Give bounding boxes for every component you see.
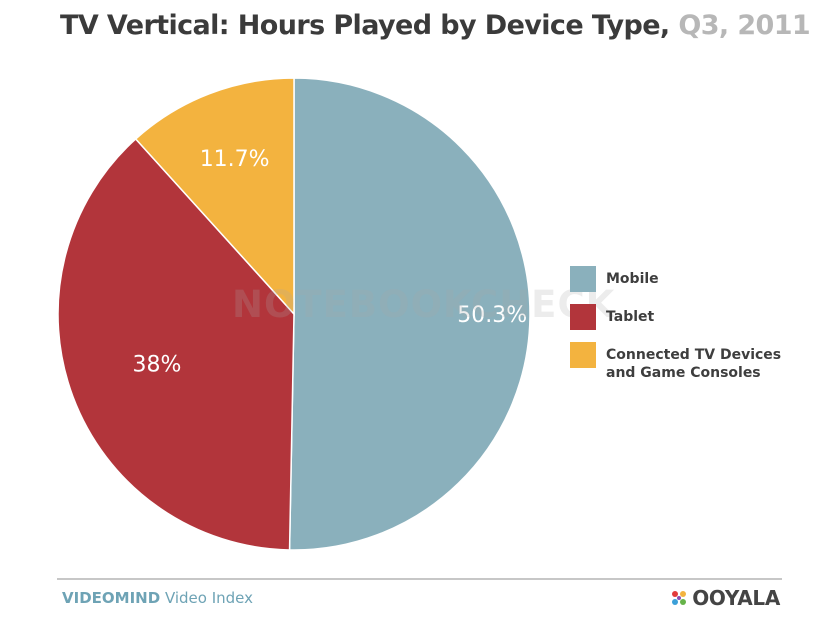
legend-item-mobile: Mobile xyxy=(570,266,796,292)
slice-label-tablet: 38% xyxy=(133,352,182,377)
legend-swatch-connected-tv xyxy=(570,342,596,368)
ooyala-logo: OOYALA xyxy=(670,586,780,610)
legend-item-tablet: Tablet xyxy=(570,304,796,330)
ooyala-logo-text: OOYALA xyxy=(692,586,780,610)
legend-swatch-mobile xyxy=(570,266,596,292)
watermark: NOTEBOOKCHECK xyxy=(232,283,615,326)
footer-source: VIDEOMIND Video Index xyxy=(62,589,253,607)
footer-suffix: Video Index xyxy=(165,589,253,607)
legend-swatch-tablet xyxy=(570,304,596,330)
legend-label-tablet: Tablet xyxy=(606,304,654,326)
slice-label-connected-tv: 11.7% xyxy=(200,147,270,172)
footer-divider xyxy=(57,578,782,580)
ooyala-logo-icon xyxy=(670,589,688,607)
legend-label-mobile: Mobile xyxy=(606,266,659,288)
legend: Mobile Tablet Connected TV Devices and G… xyxy=(570,266,796,394)
footer-brand: VIDEOMIND xyxy=(62,589,160,607)
legend-item-connected-tv: Connected TV Devices and Game Consoles xyxy=(570,342,796,382)
legend-label-connected-tv: Connected TV Devices and Game Consoles xyxy=(606,342,796,382)
